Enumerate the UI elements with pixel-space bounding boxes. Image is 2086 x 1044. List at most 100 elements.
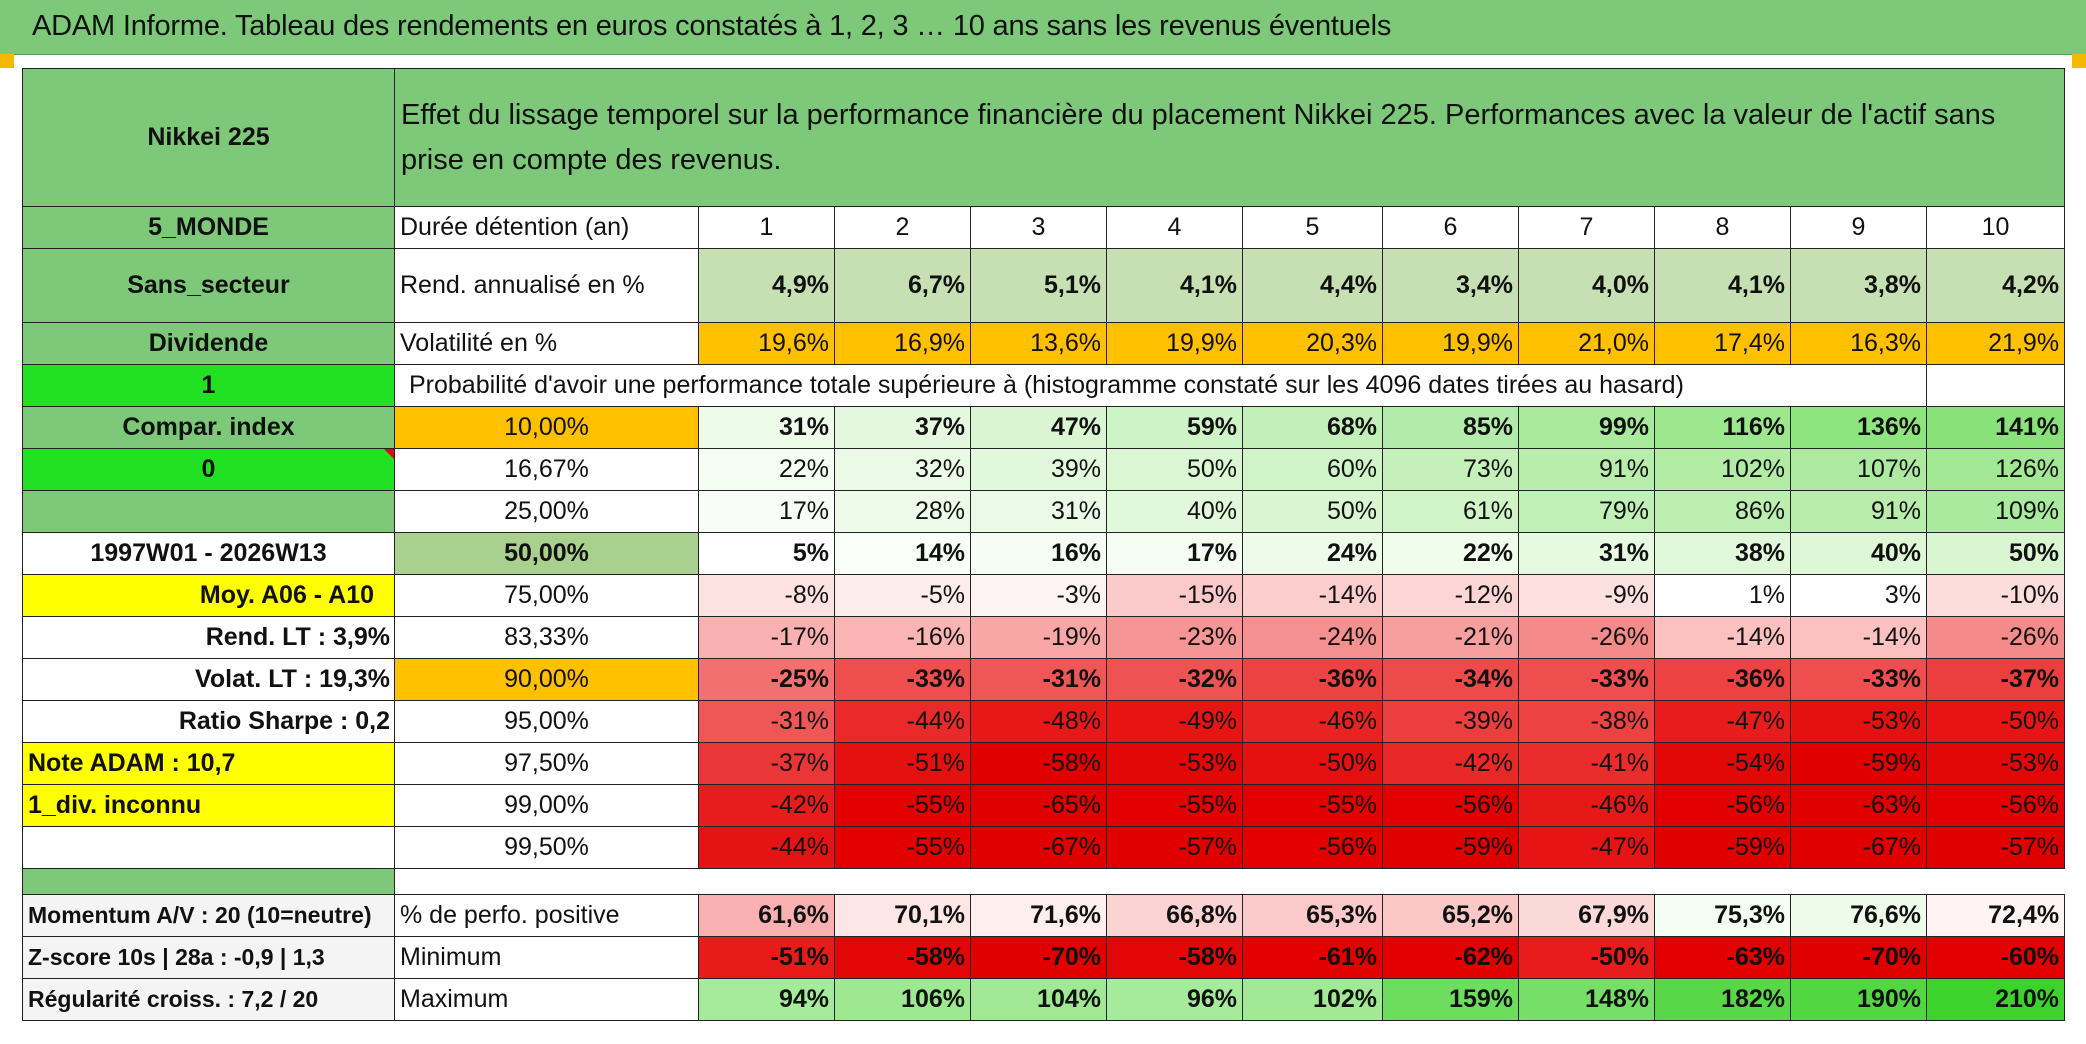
- maximum-cell: 190%: [1790, 978, 1927, 1021]
- duration-label: Durée détention (an): [394, 206, 699, 249]
- prob-cell: 126%: [1925, 448, 2066, 491]
- prob-cell: 40%: [1106, 490, 1243, 533]
- prob-cell: -25%: [698, 658, 835, 701]
- positive-perf-cell: 66,8%: [1106, 894, 1243, 937]
- prob-cell: 60%: [1242, 448, 1383, 491]
- prob-cell: -50%: [1242, 742, 1383, 785]
- minimum-cell: -58%: [1106, 936, 1243, 979]
- rend-cell: 5,1%: [970, 248, 1107, 323]
- prob-cell: -14%: [1242, 574, 1383, 617]
- prob-cell: 73%: [1382, 448, 1519, 491]
- maximum-cell: 96%: [1106, 978, 1243, 1021]
- prob-cell: -41%: [1518, 742, 1655, 785]
- prob-cell: 102%: [1654, 448, 1791, 491]
- positive-perf-cell: 61,6%: [698, 894, 835, 937]
- prob-cell: -59%: [1382, 826, 1519, 869]
- prob-cell: 40%: [1790, 532, 1927, 575]
- prob-cell: -57%: [1925, 826, 2066, 869]
- prob-cell: 50%: [1106, 448, 1243, 491]
- positive-perf-cell: 72,4%: [1925, 894, 2066, 937]
- prob-cell: -31%: [698, 700, 835, 743]
- rend-cell: 4,4%: [1242, 248, 1383, 323]
- prob-cell: -44%: [698, 826, 835, 869]
- prob-cell: -37%: [1925, 658, 2066, 701]
- prob-cell: 39%: [970, 448, 1107, 491]
- asset-name: Nikkei 225: [22, 68, 395, 207]
- duration-4: 4: [1106, 206, 1243, 249]
- prob-cell: 141%: [1925, 406, 2066, 449]
- prob-cell: 116%: [1654, 406, 1791, 449]
- prob-cell: -47%: [1654, 700, 1791, 743]
- volat-cell: 16,3%: [1790, 322, 1927, 365]
- prob-cell: -39%: [1382, 700, 1519, 743]
- prob-cell: -47%: [1518, 826, 1655, 869]
- volat-cell: 19,9%: [1106, 322, 1243, 365]
- performance-table: Nikkei 225 Effet du lissage temporel sur…: [22, 68, 2066, 1021]
- prob-cell: -26%: [1518, 616, 1655, 659]
- maximum-cell: 102%: [1242, 978, 1383, 1021]
- prob-cell: -24%: [1242, 616, 1383, 659]
- prob-cell: -36%: [1242, 658, 1383, 701]
- duration-1: 1: [698, 206, 835, 249]
- prob-cell: 31%: [1518, 532, 1655, 575]
- prob-cell: 16%: [970, 532, 1107, 575]
- positive-perf-label: % de perfo. positive: [394, 894, 699, 937]
- maximum-label: Maximum: [394, 978, 699, 1021]
- prob-row-label: 10,00%: [394, 406, 699, 449]
- rend-cell: 4,1%: [1106, 248, 1243, 323]
- prob-cell: -37%: [698, 742, 835, 785]
- prob-cell: 79%: [1518, 490, 1655, 533]
- minimum-cell: -70%: [970, 936, 1107, 979]
- prob-cell: -65%: [970, 784, 1107, 827]
- prob-cell: -63%: [1790, 784, 1927, 827]
- minimum-cell: -63%: [1654, 936, 1791, 979]
- report-title: ADAM Informe. Tableau des rendements en …: [32, 10, 1392, 42]
- prob-cell: -56%: [1925, 784, 2066, 827]
- minimum-cell: -62%: [1382, 936, 1519, 979]
- prob-cell: 3%: [1790, 574, 1927, 617]
- positive-perf-cell: 65,3%: [1242, 894, 1383, 937]
- prob-cell: -33%: [1518, 658, 1655, 701]
- prob-cell: 1%: [1654, 574, 1791, 617]
- prob-cell: -19%: [970, 616, 1107, 659]
- prob-row-label: 99,00%: [394, 784, 699, 827]
- prob-cell: -56%: [1654, 784, 1791, 827]
- rend-label: Rend. annualisé en %: [394, 248, 699, 323]
- compar-index-value[interactable]: 0: [22, 448, 395, 491]
- prob-row-label: 95,00%: [394, 700, 699, 743]
- spacer-row: [393, 868, 2065, 895]
- prob-row-label: 50,00%: [394, 532, 699, 575]
- zscore-info: Z-score 10s | 28a : -0,9 | 1,3: [22, 936, 395, 979]
- dividend-value[interactable]: 1: [22, 364, 395, 407]
- minimum-cell: -51%: [698, 936, 835, 979]
- prob-cell: -53%: [1106, 742, 1243, 785]
- maximum-cell: 104%: [970, 978, 1107, 1021]
- note-adam: Note ADAM : 10,7: [22, 742, 395, 785]
- compar-index-label: Compar. index: [22, 406, 395, 449]
- prob-cell: 85%: [1382, 406, 1519, 449]
- prob-cell: -59%: [1790, 742, 1927, 785]
- prob-cell: 59%: [1106, 406, 1243, 449]
- prob-cell: -55%: [1106, 784, 1243, 827]
- prob-cell: -32%: [1106, 658, 1243, 701]
- duration-8: 8: [1654, 206, 1791, 249]
- prob-cell: -10%: [1925, 574, 2066, 617]
- spacer-green: [22, 868, 395, 895]
- prob-cell: -21%: [1382, 616, 1519, 659]
- dividend-info: 1_div. inconnu: [22, 784, 395, 827]
- prob-cell: -31%: [970, 658, 1107, 701]
- maximum-cell: 159%: [1382, 978, 1519, 1021]
- prob-cell: -53%: [1925, 742, 2066, 785]
- prob-cell: -26%: [1925, 616, 2066, 659]
- minimum-cell: -70%: [1790, 936, 1927, 979]
- prob-cell: 22%: [1382, 532, 1519, 575]
- rend-cell: 3,8%: [1790, 248, 1927, 323]
- prob-cell: -33%: [834, 658, 971, 701]
- volat-cell: 13,6%: [970, 322, 1107, 365]
- prob-cell: -3%: [970, 574, 1107, 617]
- prob-cell: -44%: [834, 700, 971, 743]
- duration-2: 2: [834, 206, 971, 249]
- prob-cell: -12%: [1382, 574, 1519, 617]
- volat-cell: 21,0%: [1518, 322, 1655, 365]
- rend-cell: 4,0%: [1518, 248, 1655, 323]
